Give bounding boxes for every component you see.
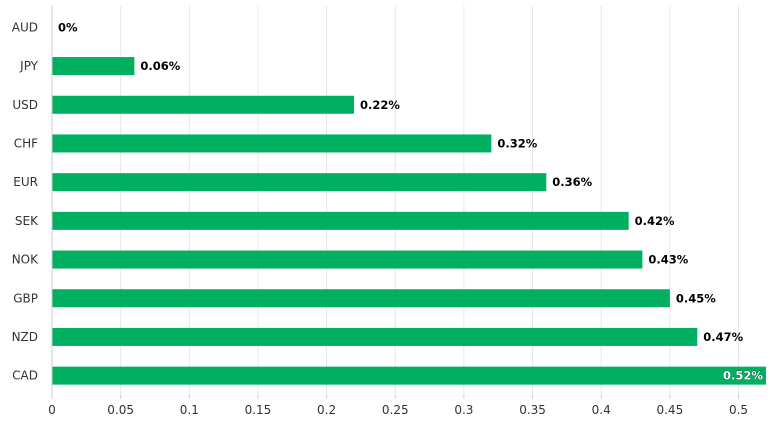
category-label-jpy: JPY bbox=[19, 59, 39, 73]
category-label-eur: EUR bbox=[13, 175, 38, 189]
x-tick-label: 0.45 bbox=[656, 403, 683, 417]
bar-usd bbox=[52, 95, 355, 114]
value-labels: 0% 0.06% 0.22% 0.32% 0.36% 0.42% 0.43% 0.45% 0.4… bbox=[58, 20, 764, 383]
value-label-gbp: 0.45% bbox=[676, 291, 716, 305]
category-label-gbp: GBP bbox=[13, 291, 38, 305]
bar-gbp bbox=[52, 289, 670, 308]
category-label-chf: CHF bbox=[14, 136, 38, 150]
x-tick-label: 0.15 bbox=[245, 403, 272, 417]
x-tick-label: 0.3 bbox=[454, 403, 473, 417]
value-label-eur: 0.36% bbox=[552, 175, 592, 189]
bar-chf bbox=[52, 134, 492, 153]
value-label-cad: 0.52% bbox=[723, 369, 763, 383]
bar-jpy bbox=[52, 57, 135, 76]
value-label-sek: 0.42% bbox=[635, 214, 675, 228]
x-tick-label: 0.35 bbox=[519, 403, 546, 417]
x-tick-label: 0.1 bbox=[180, 403, 199, 417]
x-tick-label: 0.5 bbox=[729, 403, 748, 417]
x-tick-label: 0.05 bbox=[107, 403, 134, 417]
category-label-nok: NOK bbox=[12, 253, 39, 267]
category-label-nzd: NZD bbox=[12, 330, 38, 344]
x-tick-label: 0.2 bbox=[317, 403, 336, 417]
category-label-aud: AUD bbox=[12, 20, 38, 34]
grid-lines bbox=[120, 6, 739, 395]
value-label-nok: 0.43% bbox=[648, 253, 688, 267]
x-tick-label: 0 bbox=[48, 403, 56, 417]
x-axis-ticks: 0 0.05 0.1 0.15 0.2 0.25 0.3 0.35 0.4 0.45 0.5 bbox=[48, 395, 748, 417]
x-tick-label: 0.4 bbox=[592, 403, 611, 417]
bar-sek bbox=[52, 211, 629, 230]
value-label-jpy: 0.06% bbox=[140, 59, 180, 73]
bar-nok bbox=[52, 250, 643, 269]
value-label-aud: 0% bbox=[58, 20, 78, 34]
value-label-usd: 0.22% bbox=[360, 98, 400, 112]
category-label-cad: CAD bbox=[12, 369, 38, 383]
value-label-nzd: 0.47% bbox=[703, 330, 743, 344]
bars bbox=[52, 57, 766, 385]
bar-nzd bbox=[52, 327, 698, 346]
category-label-usd: USD bbox=[12, 98, 38, 112]
value-label-chf: 0.32% bbox=[497, 136, 537, 150]
category-label-sek: SEK bbox=[15, 214, 39, 228]
category-labels: AUD JPY USD CHF EUR SEK NOK GBP NZD CAD bbox=[12, 20, 40, 382]
bar-cad bbox=[52, 366, 766, 385]
x-tick-label: 0.25 bbox=[382, 403, 409, 417]
bar-eur bbox=[52, 173, 547, 192]
